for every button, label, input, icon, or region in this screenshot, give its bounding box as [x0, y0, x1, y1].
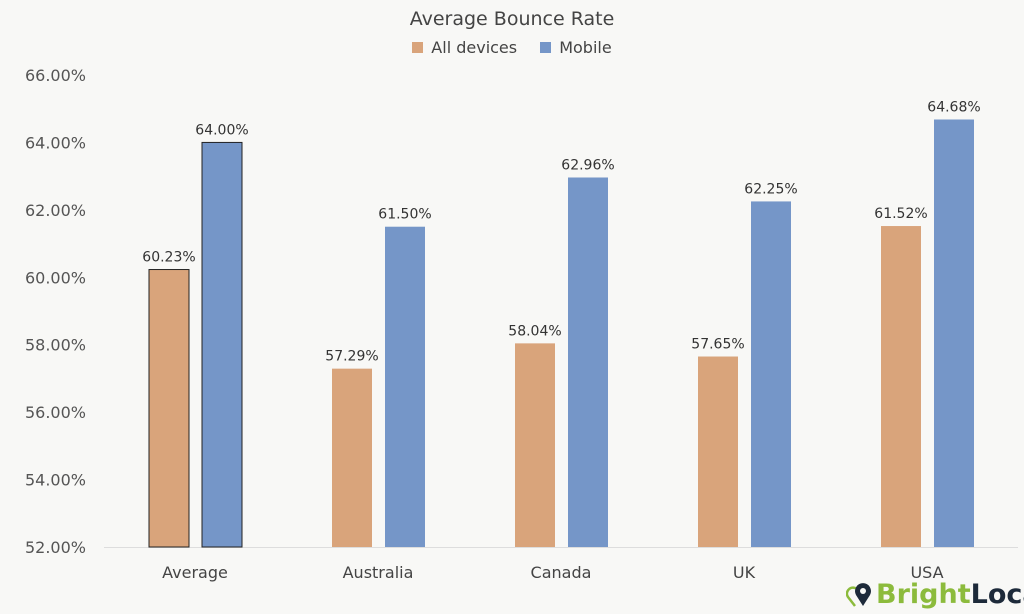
x-tick-label: Australia — [343, 563, 414, 582]
y-tick-label: 52.00% — [25, 538, 86, 557]
map-pin-heart-icon — [846, 582, 871, 607]
bar — [881, 226, 921, 548]
legend-item-all-devices: All devices — [412, 38, 517, 57]
chart-title: Average Bounce Rate — [409, 8, 615, 30]
legend-swatch — [540, 42, 552, 53]
legend-item-mobile: Mobile — [540, 38, 612, 57]
bar — [332, 368, 372, 547]
x-tick-label: USA — [910, 563, 943, 582]
legend-label: Mobile — [559, 38, 612, 57]
legend: All devices Mobile — [0, 38, 1024, 57]
x-tick-label: UK — [733, 563, 756, 582]
data-label: 64.68% — [927, 100, 980, 116]
bar — [698, 356, 738, 547]
data-label: 57.29% — [325, 349, 378, 365]
legend-label: All devices — [431, 38, 518, 57]
data-label: 64.00% — [195, 122, 248, 138]
legend-swatch — [412, 42, 424, 53]
data-label: 60.23% — [142, 250, 195, 266]
bar — [568, 177, 608, 547]
bar — [201, 141, 243, 548]
logo-text-bright: Bright — [876, 579, 971, 610]
bar — [934, 119, 974, 547]
data-label: 61.50% — [378, 207, 431, 223]
x-tick-label: Average — [162, 563, 228, 582]
data-label: 62.96% — [561, 157, 614, 173]
bar — [148, 269, 190, 548]
bar — [515, 343, 555, 547]
y-tick-label: 62.00% — [25, 201, 86, 220]
brightlocal-logo: BrightLocal — [846, 579, 1024, 610]
bar — [751, 201, 791, 547]
y-tick-label: 66.00% — [25, 66, 86, 85]
y-tick-label: 54.00% — [25, 471, 86, 490]
y-tick-label: 58.00% — [25, 336, 86, 355]
bar — [385, 226, 425, 547]
y-tick-label: 60.00% — [25, 268, 86, 287]
y-tick-label: 56.00% — [25, 403, 86, 422]
logo-text-local: Local — [970, 579, 1024, 610]
x-tick-label: Canada — [531, 563, 592, 582]
data-label: 61.52% — [874, 206, 927, 222]
data-label: 58.04% — [508, 323, 561, 339]
data-label: 62.25% — [744, 181, 797, 197]
data-label: 57.65% — [691, 337, 744, 353]
y-tick-label: 64.00% — [25, 133, 86, 152]
